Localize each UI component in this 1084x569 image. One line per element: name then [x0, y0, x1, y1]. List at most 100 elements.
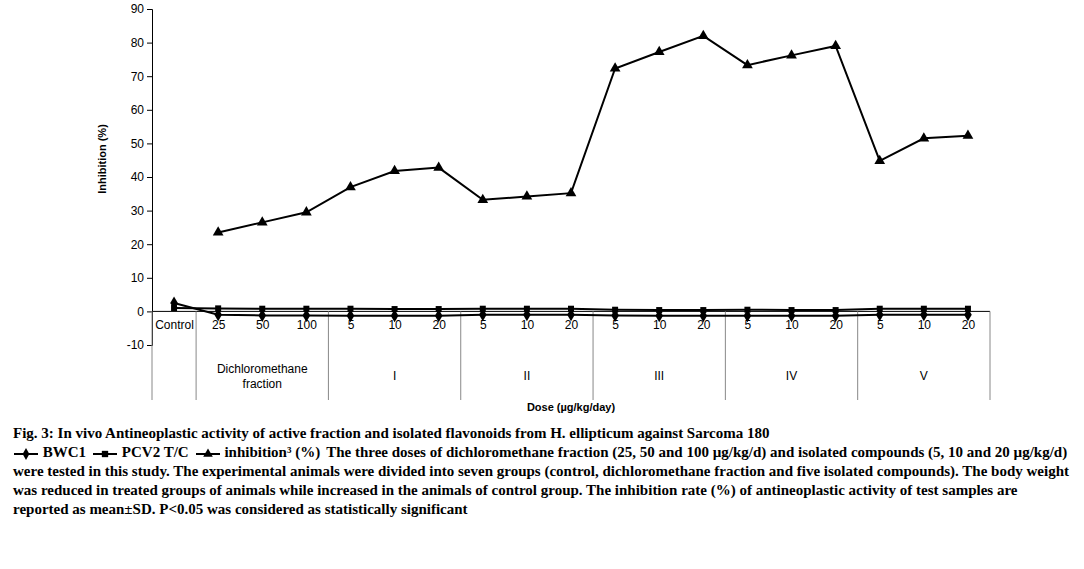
group-label: I: [393, 369, 396, 383]
group-separator: [328, 311, 329, 400]
group-label: III: [654, 369, 664, 383]
y-tick-label: 20: [131, 238, 145, 252]
group-separator: [725, 311, 726, 400]
legend-item: BWC1: [13, 443, 86, 462]
x-tick: Control: [155, 311, 194, 332]
series-marker: [965, 306, 971, 312]
series-marker: [612, 307, 618, 313]
y-tick-mark: [147, 244, 152, 245]
y-tick-mark: [147, 76, 152, 77]
legend-marker: [23, 448, 30, 460]
y-tick-label: 40: [131, 170, 145, 184]
x-tick-label: Control: [155, 318, 194, 332]
legend-item: PCV2 T/C: [92, 443, 189, 462]
y-tick-mark: [147, 311, 152, 312]
legend-symbol: [195, 448, 221, 460]
y-axis-line: [147, 10, 153, 346]
legend-symbol: [92, 448, 118, 460]
series-marker: [477, 194, 488, 203]
category-groups: DichloromethanefractionIIIIIIIVV: [152, 311, 990, 400]
series-marker: [833, 307, 839, 313]
series-marker: [744, 307, 750, 313]
legend-symbol: [13, 448, 39, 460]
y-tick: 30: [131, 204, 152, 218]
y-tick: 40: [131, 170, 152, 184]
y-tick: 80: [131, 36, 152, 50]
group-separator: [857, 311, 858, 400]
series-marker: [918, 132, 929, 141]
legend-label: inhibition³ (%): [221, 444, 321, 460]
series-marker: [436, 306, 442, 312]
series-marker: [257, 216, 268, 225]
y-tick: 20: [131, 238, 152, 252]
y-tick-label: 0: [137, 305, 144, 319]
series-marker: [345, 181, 356, 190]
group-label: IV: [786, 369, 797, 383]
series-marker: [303, 306, 309, 312]
y-tick-label: 30: [131, 204, 145, 218]
y-tick: 10: [131, 271, 152, 285]
series-marker: [963, 129, 974, 138]
series-marker: [786, 49, 797, 58]
caption-body: BWC1 PCV2 T/C inhibition³ (%)The three d…: [13, 443, 1075, 519]
series-marker: [877, 306, 883, 312]
y-tick-label: 60: [131, 103, 145, 117]
legend-label: BWC1: [39, 444, 86, 460]
legend-marker: [203, 448, 213, 456]
y-tick: 70: [131, 70, 152, 84]
series-marker: [830, 40, 841, 49]
series-marker: [480, 306, 486, 312]
series-marker: [524, 306, 530, 312]
series-marker: [874, 155, 885, 164]
series-marker: [392, 306, 398, 312]
y-tick-label: -10: [127, 338, 145, 352]
y-tick: -10: [127, 338, 152, 352]
y-tick-label: 10: [131, 271, 145, 285]
series-marker: [215, 305, 221, 311]
y-axis: -10 0 10 20 30 40 50 60 70 80 90: [127, 2, 153, 352]
series-marker: [700, 307, 706, 313]
series-marker: [610, 62, 621, 71]
series-marker: [433, 161, 444, 170]
group-separator: [196, 311, 197, 400]
series-marker: [742, 59, 753, 68]
caption: Fig. 3: In vivo Antineoplastic activity …: [13, 424, 1075, 519]
series-marker: [347, 306, 353, 312]
y-tick-mark: [147, 9, 152, 10]
group-separator: [990, 311, 991, 400]
series-marker: [566, 187, 577, 196]
series-marker: [213, 226, 224, 235]
y-tick-mark: [147, 143, 152, 144]
series-marker: [789, 307, 795, 313]
legend-label: PCV2 T/C: [118, 444, 189, 460]
figure-title: Fig. 3: In vivo Antineoplastic activity …: [13, 424, 1075, 443]
series-marker: [171, 305, 177, 311]
group-separator: [460, 311, 461, 400]
y-tick-mark: [147, 43, 152, 44]
y-tick-label: 50: [131, 137, 145, 151]
series-marker: [654, 46, 665, 55]
series-marker: [301, 206, 312, 215]
series-marker: [389, 165, 400, 174]
y-tick-label: 90: [131, 2, 145, 16]
legend-item: inhibition³ (%): [195, 443, 321, 462]
group-separator: [593, 311, 594, 400]
y-tick-mark: [147, 345, 152, 346]
y-tick-mark: [147, 211, 152, 212]
group-label: II: [524, 369, 531, 383]
y-tick-label: 80: [131, 36, 145, 50]
group-separator: [152, 311, 153, 400]
series-marker: [656, 307, 662, 313]
y-tick-label: 70: [131, 70, 145, 84]
group-label: Dichloromethanefraction: [217, 362, 308, 391]
y-tick: 0: [137, 305, 152, 319]
y-axis-title: Inhibition (%): [96, 124, 108, 194]
series-marker: [698, 30, 709, 39]
series-marker: [259, 306, 265, 312]
y-tick-mark: [147, 177, 152, 178]
y-tick: 50: [131, 137, 152, 151]
series-marker: [522, 190, 533, 199]
series-marker: [921, 306, 927, 312]
chart: -100102030405060708090Control25501005102…: [0, 0, 1084, 420]
plot-area: [170, 30, 973, 323]
